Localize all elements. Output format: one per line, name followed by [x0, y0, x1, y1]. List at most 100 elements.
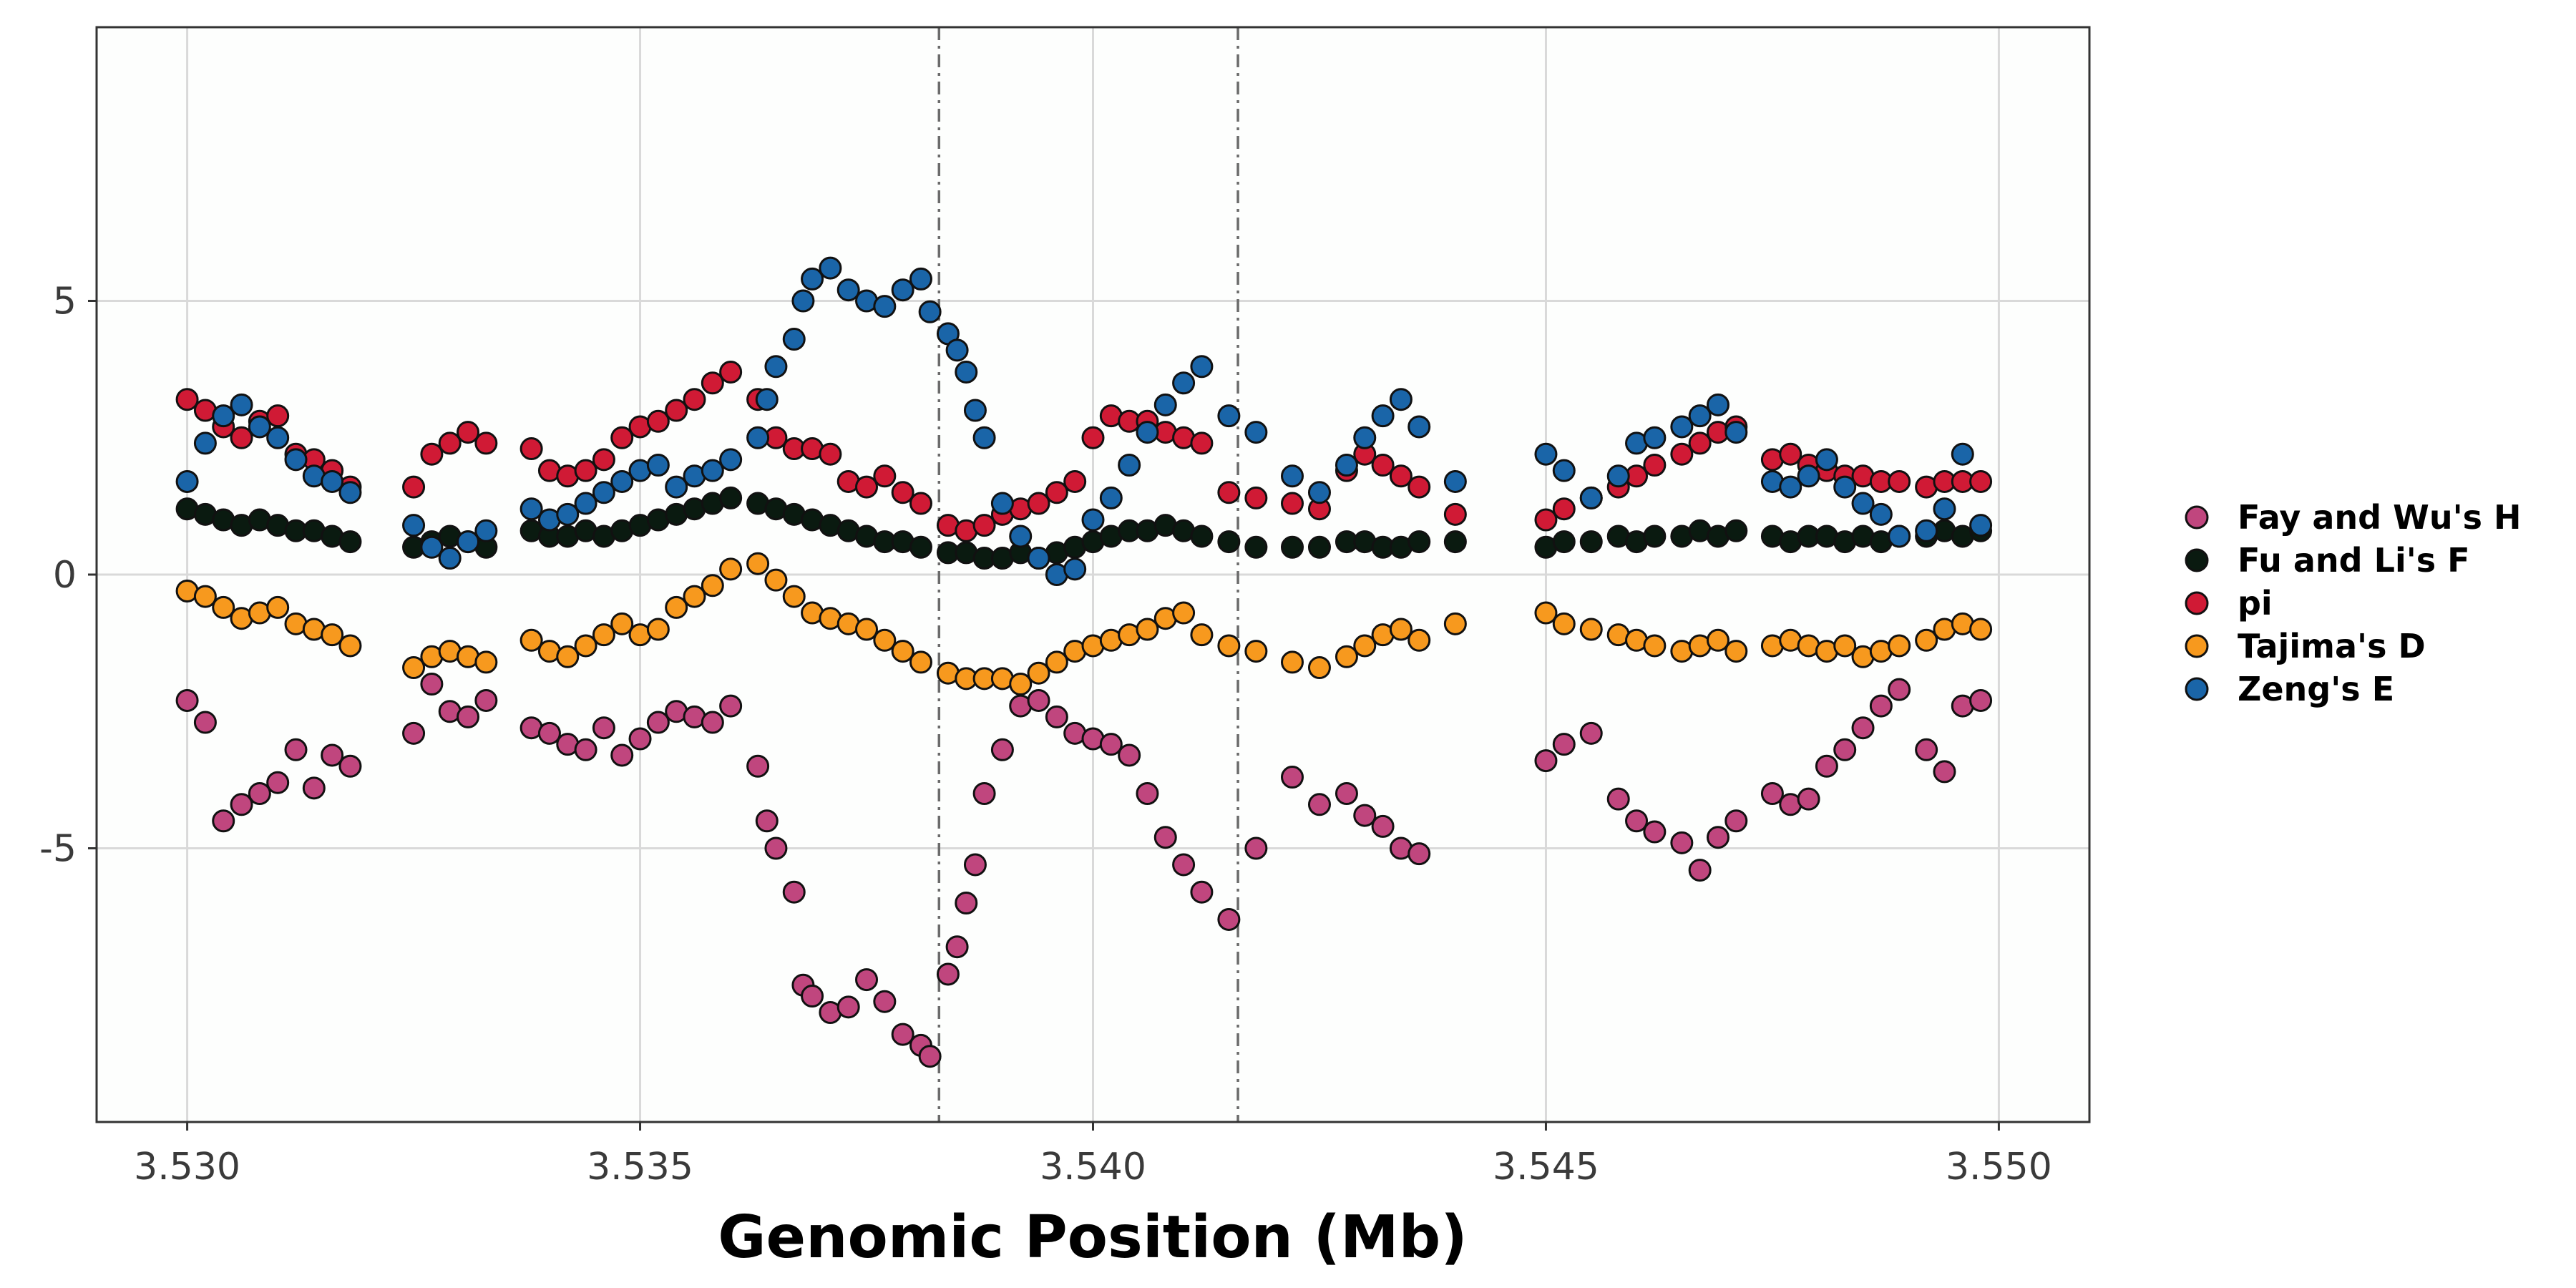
data-point	[338, 481, 362, 504]
data-point	[955, 892, 978, 914]
data-point	[1307, 481, 1331, 504]
data-point	[1888, 678, 1911, 701]
data-point	[1335, 645, 1358, 668]
data-point	[1552, 733, 1576, 756]
data-point	[1027, 688, 1050, 712]
data-point	[1643, 634, 1667, 658]
data-point	[1643, 426, 1667, 449]
data-point	[266, 595, 290, 619]
data-point	[592, 623, 615, 647]
data-point	[1643, 525, 1667, 548]
data-point	[1579, 486, 1603, 509]
data-point	[610, 612, 634, 635]
data-point	[338, 754, 362, 778]
data-point	[230, 426, 253, 449]
data-point	[646, 618, 670, 641]
data-point	[782, 880, 806, 904]
data-point	[1552, 530, 1576, 554]
y-tick-label: 0	[53, 554, 77, 597]
data-point	[855, 618, 879, 641]
data-point	[556, 645, 580, 668]
data-point	[1706, 393, 1729, 416]
data-point	[519, 628, 543, 652]
data-point	[782, 585, 806, 608]
data-point	[1027, 661, 1050, 685]
data-point	[1190, 880, 1214, 904]
data-point	[945, 338, 969, 362]
data-point	[963, 853, 987, 877]
data-point	[646, 454, 670, 477]
data-point	[574, 634, 597, 658]
data-point	[719, 557, 743, 581]
data-point	[1063, 469, 1087, 493]
data-point	[1172, 853, 1196, 877]
data-point	[474, 650, 498, 674]
data-point	[1136, 782, 1159, 805]
data-point	[936, 962, 960, 986]
data-point	[1281, 650, 1304, 674]
data-point	[574, 492, 597, 515]
data-point	[945, 935, 969, 959]
data-point	[1534, 442, 1558, 466]
data-point	[665, 595, 688, 619]
legend-swatch	[2185, 591, 2209, 615]
data-point	[1833, 738, 1857, 761]
data-point	[1915, 628, 1938, 652]
data-point	[719, 694, 743, 718]
data-point	[1244, 836, 1268, 860]
data-point	[1779, 475, 1802, 499]
data-point	[457, 421, 480, 444]
data-point	[592, 448, 615, 472]
data-point	[836, 278, 860, 302]
data-point	[338, 634, 362, 658]
data-point	[610, 743, 634, 767]
data-point	[855, 968, 879, 992]
data-point	[891, 481, 914, 504]
data-point	[873, 990, 897, 1013]
legend-label: Fu and Li's F	[2238, 541, 2470, 580]
data-point	[1118, 743, 1141, 767]
x-axis-title: Genomic Position (Mb)	[718, 1204, 1468, 1272]
data-point	[873, 628, 897, 652]
data-point	[665, 475, 688, 499]
data-point	[1009, 673, 1033, 696]
data-point	[873, 295, 897, 318]
data-point	[1027, 547, 1050, 570]
data-point	[1969, 469, 1993, 493]
data-point	[719, 448, 743, 472]
data-point	[420, 442, 444, 466]
data-point	[212, 809, 235, 833]
data-point	[175, 688, 199, 712]
data-point	[420, 673, 444, 696]
data-point	[1281, 492, 1304, 515]
data-point	[1353, 426, 1377, 449]
data-point	[1217, 634, 1241, 658]
data-point	[909, 535, 932, 559]
data-point	[1217, 530, 1241, 554]
data-point	[420, 535, 444, 559]
data-point	[1153, 393, 1177, 416]
data-point	[474, 519, 498, 542]
legend-label: pi	[2238, 584, 2273, 623]
data-point	[1190, 431, 1214, 455]
data-point	[230, 393, 253, 416]
data-point	[266, 426, 290, 449]
data-point	[1969, 688, 1993, 712]
data-point	[1915, 738, 1938, 761]
data-point	[1869, 694, 1893, 718]
series-group	[175, 486, 1993, 570]
data-point	[1081, 508, 1105, 532]
data-point	[891, 640, 914, 663]
data-point	[1851, 716, 1875, 740]
data-point	[1045, 705, 1068, 728]
data-point	[1153, 826, 1177, 849]
data-point	[1009, 525, 1033, 548]
data-point	[1688, 859, 1712, 882]
data-point	[1933, 497, 1956, 521]
x-tick-label: 3.545	[1493, 1146, 1599, 1189]
data-point	[819, 442, 842, 466]
data-point	[1579, 530, 1603, 554]
data-point	[302, 776, 326, 800]
data-point	[1045, 650, 1068, 674]
